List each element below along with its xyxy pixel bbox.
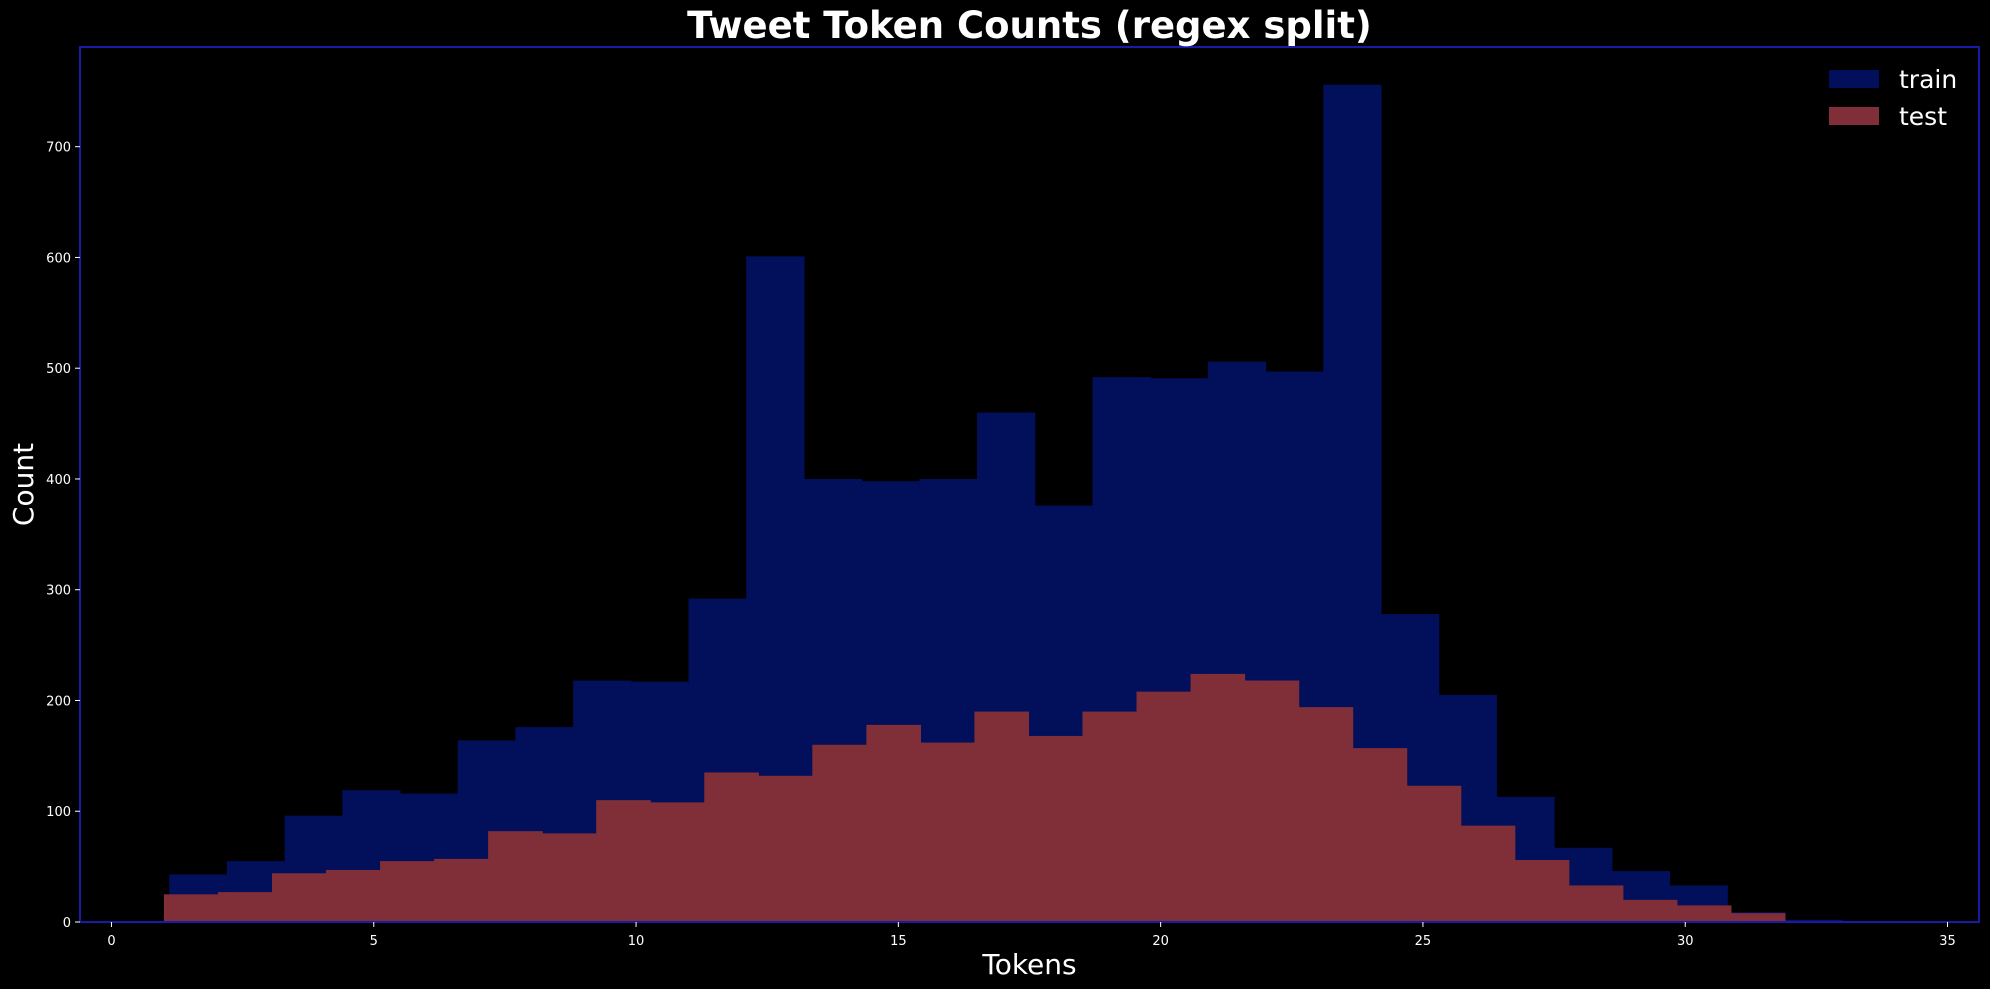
chart-title: Tweet Token Counts (regex split) bbox=[687, 4, 1372, 47]
test-bar-12 bbox=[758, 775, 813, 922]
test-bar-25 bbox=[1460, 825, 1516, 922]
test-bar-28 bbox=[1622, 899, 1678, 922]
test-bar-26 bbox=[1514, 859, 1570, 922]
test-bar-27 bbox=[1568, 885, 1624, 922]
x-tick-label-0: 0 bbox=[107, 934, 115, 949]
x-tick-label-5: 25 bbox=[1415, 934, 1432, 949]
test-bar-10 bbox=[650, 802, 705, 922]
x-tick-label-7: 35 bbox=[1939, 934, 1956, 949]
test-bar-8 bbox=[542, 833, 597, 922]
test-bar-13 bbox=[812, 744, 867, 922]
test-bar-6 bbox=[434, 858, 489, 922]
legend: train test bbox=[1829, 65, 1957, 131]
x-tick-label-4: 20 bbox=[1152, 934, 1169, 949]
x-tick-label-1: 5 bbox=[370, 934, 378, 949]
y-tick-label-1: 100 bbox=[46, 805, 71, 820]
y-tick-label-3: 300 bbox=[46, 584, 71, 599]
legend-label-test: test bbox=[1899, 102, 1947, 131]
test-bar-21 bbox=[1244, 680, 1300, 922]
y-tick-label-0: 0 bbox=[63, 916, 71, 931]
x-tick-label-6: 30 bbox=[1677, 934, 1694, 949]
test-bar-18 bbox=[1082, 711, 1138, 922]
test-bar-5 bbox=[380, 861, 435, 922]
test-bar-15 bbox=[920, 742, 976, 922]
legend-label-train: train bbox=[1899, 65, 1957, 94]
y-tick-label-7: 700 bbox=[46, 141, 71, 156]
series-test bbox=[163, 673, 1840, 922]
test-bar-30 bbox=[1730, 913, 1786, 922]
y-tick-label-2: 200 bbox=[46, 694, 71, 709]
test-bar-4 bbox=[326, 869, 381, 922]
ticks-layer: 0 5 10 15 20 25 30 35 0 100 200 300 400 500 600 700 bbox=[46, 141, 1956, 949]
test-bar-17 bbox=[1028, 735, 1084, 922]
y-axis-label: Count bbox=[7, 443, 40, 526]
test-bar-24 bbox=[1406, 785, 1462, 922]
y-tick-label-5: 500 bbox=[46, 362, 71, 377]
test-bar-19 bbox=[1136, 691, 1192, 922]
test-bar-23 bbox=[1352, 748, 1408, 922]
test-bar-9 bbox=[596, 800, 651, 922]
test-bar-16 bbox=[974, 711, 1030, 922]
y-tick-label-4: 400 bbox=[46, 473, 71, 488]
test-bar-1 bbox=[163, 894, 219, 922]
x-axis-label: Tokens bbox=[981, 948, 1076, 981]
test-bar-11 bbox=[704, 772, 759, 922]
test-bar-14 bbox=[866, 724, 921, 922]
x-tick-label-3: 15 bbox=[890, 934, 907, 949]
test-bar-20 bbox=[1190, 673, 1246, 922]
x-tick-label-2: 10 bbox=[628, 934, 645, 949]
test-bar-7 bbox=[488, 831, 543, 922]
test-bar-3 bbox=[272, 873, 327, 922]
bars-layer bbox=[163, 84, 1901, 923]
test-bar-29 bbox=[1676, 905, 1732, 922]
test-bar-22 bbox=[1298, 707, 1354, 922]
legend-swatch-train bbox=[1829, 70, 1879, 88]
y-tick-label-6: 600 bbox=[46, 251, 71, 266]
test-bar-2 bbox=[217, 892, 273, 922]
legend-swatch-test bbox=[1829, 107, 1879, 125]
plot-frame bbox=[79, 46, 1980, 923]
